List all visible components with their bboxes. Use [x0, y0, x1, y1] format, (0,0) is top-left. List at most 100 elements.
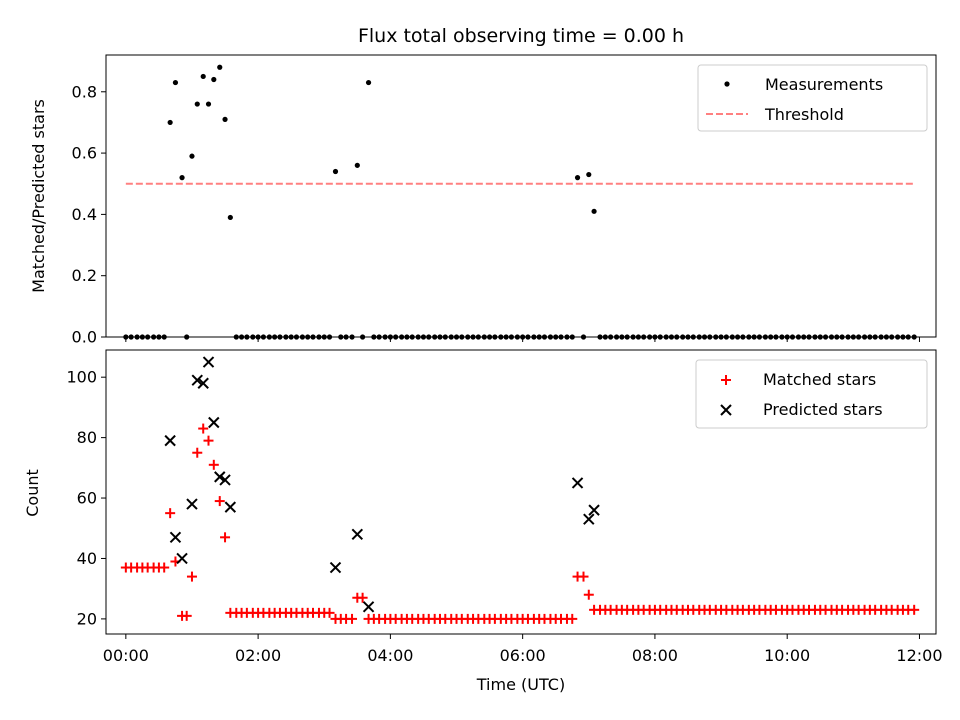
measurement-point: [217, 64, 223, 70]
bottom-x-tick-label: 10:00: [764, 646, 810, 665]
top-y-tick-label: 0.8: [72, 82, 97, 101]
predicted-star-point: [208, 416, 220, 429]
predicted-star-point: [214, 471, 226, 483]
predicted-star-x-b: [208, 416, 220, 429]
matched-star-point: [357, 592, 368, 603]
predicted-star-point: [362, 601, 375, 613]
matched-star-point: [186, 571, 197, 582]
measurement-point: [167, 119, 173, 126]
bottom-y-tick-label: 80: [77, 428, 97, 447]
top-legend: Measurements Threshold: [697, 64, 928, 132]
predicted-star-point: [197, 377, 209, 389]
predicted-star-x-b: [176, 552, 188, 565]
matched-star-point: [909, 604, 920, 615]
legend-predicted-marker: [720, 404, 732, 416]
predicted-star-point: [219, 474, 231, 486]
bottom-x-tick-label: 04:00: [367, 646, 413, 665]
top-y-tick-label: 0.0: [72, 328, 97, 347]
bottom-y-tick-label: 20: [77, 609, 97, 628]
top-y-tick-label: 0.6: [72, 144, 97, 163]
measurement-point: [591, 208, 597, 214]
predicted-star-point: [351, 528, 364, 541]
measurement-point: [365, 79, 372, 86]
predicted-star-point: [169, 531, 182, 544]
legend-matched-marker: [721, 375, 731, 385]
predicted-star-x-b: [219, 474, 231, 486]
bottom-x-tick-label: 06:00: [500, 646, 546, 665]
bottom-y-tick-label: 40: [77, 549, 97, 568]
legend-measurements-label: Measurements: [765, 75, 883, 94]
matched-star-point: [165, 508, 176, 519]
measurement-point: [574, 175, 581, 181]
bottom-legend-box: [695, 359, 928, 429]
measurement-point: [354, 162, 360, 168]
legend-predicted-label: Predicted stars: [763, 400, 883, 419]
legend-measurements-marker: [724, 81, 730, 87]
measurement-point: [332, 168, 339, 175]
predicted-star-x-b: [169, 531, 182, 544]
predicted-star-x-b: [202, 356, 215, 368]
predicted-star-x-b: [588, 504, 600, 516]
top-y-axis-label: Matched/Predicted stars: [29, 99, 48, 293]
matched-star-point: [203, 435, 214, 446]
predicted-star-x-b: [164, 434, 176, 447]
predicted-star-point: [202, 356, 215, 368]
matched-star-point: [208, 459, 219, 470]
measurement-point: [586, 171, 592, 178]
bottom-x-tick-label: 02:00: [235, 646, 281, 665]
predicted-star-x-b: [191, 374, 203, 386]
predicted-star-x-b: [362, 601, 375, 613]
top-chart-title: Flux total observing time = 0.00 h: [358, 25, 684, 47]
matched-star-point: [159, 562, 170, 573]
predicted-star-x-b: [186, 498, 198, 510]
top-legend-box: [697, 64, 928, 132]
measurement-point: [227, 214, 233, 221]
bottom-plot-area: 20 40 60 80 100 00:00 02:00 04:00 06:00 08:00 10:0…: [66, 356, 943, 665]
measurement-point: [200, 73, 206, 80]
measurement-point: [205, 101, 212, 107]
top-axes-frame: [105, 54, 937, 338]
measurement-point: [179, 175, 185, 181]
predicted-star-point: [224, 501, 237, 513]
matched-star-point: [567, 613, 578, 624]
matched-star-point: [198, 423, 209, 434]
predicted-star-x-b: [571, 477, 584, 489]
matched-star-point: [192, 447, 203, 458]
predicted-star-point: [583, 513, 595, 525]
predicted-star-x-b: [351, 528, 364, 541]
matched-star-point: [181, 610, 192, 621]
predicted-star-point: [191, 374, 203, 386]
bottom-legend: Matched stars Predicted stars: [695, 359, 928, 429]
bottom-x-axis-label: Time (UTC): [476, 675, 565, 694]
bottom-y-tick-label: 100: [66, 368, 97, 387]
measurement-point: [194, 101, 200, 107]
measurement-point: [172, 79, 179, 86]
matched-star-point: [578, 571, 589, 582]
legend-threshold-label: Threshold: [764, 105, 844, 124]
predicted-star-point: [176, 552, 188, 565]
matched-star-point: [324, 607, 335, 618]
matched-star-point: [347, 613, 358, 624]
bottom-x-tick-label: 12:00: [896, 646, 942, 665]
legend-matched-label: Matched stars: [763, 370, 876, 389]
predicted-star-point: [588, 504, 600, 516]
predicted-star-x-b: [197, 377, 209, 389]
bottom-x-tick-label: 00:00: [103, 646, 149, 665]
matched-star-point: [220, 532, 231, 543]
predicted-star-point: [571, 477, 584, 489]
predicted-star-point: [186, 498, 198, 510]
measurement-point: [222, 116, 228, 122]
bottom-y-tick-label: 60: [77, 489, 97, 508]
matched-star-point: [583, 589, 594, 600]
top-y-tick-label: 0.4: [72, 205, 97, 224]
measurement-point: [211, 76, 217, 83]
top-y-tick-label: 0.2: [72, 266, 97, 285]
measurement-point: [189, 153, 195, 159]
predicted-star-point: [329, 561, 342, 574]
matched-star-point: [214, 496, 225, 507]
bottom-x-tick-label: 08:00: [632, 646, 678, 665]
predicted-star-x-b: [214, 471, 226, 483]
bottom-y-axis-label: Count: [23, 469, 42, 517]
predicted-star-x-b: [583, 513, 595, 525]
